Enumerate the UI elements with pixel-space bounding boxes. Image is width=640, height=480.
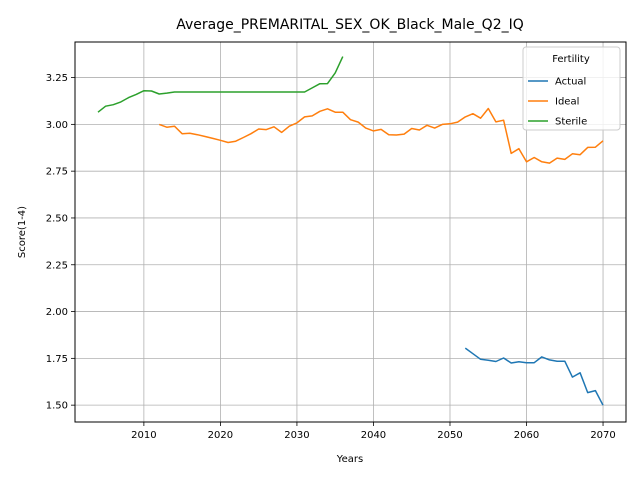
legend: Fertility Actual Ideal Sterile xyxy=(522,46,621,131)
x-tick-label: 2010 xyxy=(131,430,156,441)
chart-title: Average_PREMARITAL_SEX_OK_Black_Male_Q2_… xyxy=(176,17,524,33)
legend-box xyxy=(522,46,621,131)
x-tick-label: 2070 xyxy=(590,430,615,441)
x-tick-label: 2050 xyxy=(437,430,462,441)
legend-label-ideal: Ideal xyxy=(555,97,579,108)
y-axis: 1.50 1.75 2.00 2.25 2.50 2.75 3.00 3.25 xyxy=(46,73,75,412)
y-tick-label: 3.25 xyxy=(46,73,68,84)
y-tick-label: 3.00 xyxy=(46,120,68,131)
legend-label-sterile: Sterile xyxy=(555,117,587,128)
x-tick-label: 2060 xyxy=(514,430,539,441)
legend-title: Fertility xyxy=(552,54,590,65)
y-axis-label: Score(1-4) xyxy=(17,206,28,258)
x-axis: 2010 2020 2030 2040 2050 2060 2070 xyxy=(131,422,616,441)
series-line-actual xyxy=(464,347,604,406)
legend-label-actual: Actual xyxy=(555,77,586,88)
series-line-ideal xyxy=(158,107,604,164)
y-tick-label: 2.50 xyxy=(46,213,68,224)
y-tick-label: 1.75 xyxy=(46,354,68,365)
y-tick-label: 2.25 xyxy=(46,260,68,271)
y-tick-label: 2.75 xyxy=(46,167,68,178)
grid-lines xyxy=(75,42,626,422)
legend-items: Actual Ideal Sterile xyxy=(528,77,587,128)
x-axis-label: Years xyxy=(336,454,363,465)
plot-frame xyxy=(74,41,627,423)
x-tick-label: 2020 xyxy=(208,430,233,441)
x-tick-label: 2040 xyxy=(361,430,386,441)
x-tick-label: 2030 xyxy=(284,430,309,441)
y-tick-label: 1.50 xyxy=(46,401,68,412)
series-lines xyxy=(97,56,604,406)
series-line-sterile xyxy=(97,56,344,113)
y-tick-label: 2.00 xyxy=(46,307,68,318)
